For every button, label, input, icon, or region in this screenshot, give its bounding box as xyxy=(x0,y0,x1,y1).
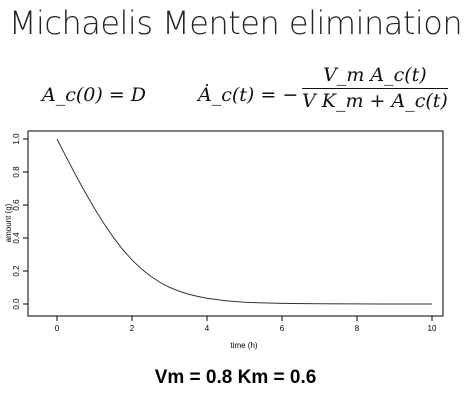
y-tick-label: 0.8 xyxy=(12,166,21,178)
y-axis: 0.0 0.2 0.4 0.6 0.8 1.0 xyxy=(12,133,28,310)
plot-frame xyxy=(27,130,444,317)
x-tick-label: 2 xyxy=(130,324,135,333)
x-tick-label: 10 xyxy=(428,324,437,333)
initial-condition-equation: A_c(0) = D xyxy=(42,84,146,106)
rate-equation-fraction: V_m A_c(t) V K_m + A_c(t) xyxy=(302,64,448,112)
y-tick-label: 0.2 xyxy=(12,265,21,277)
parameter-caption: Vm = 0.8 Km = 0.6 xyxy=(154,367,317,388)
line-chart: 0.0 0.2 0.4 0.6 0.8 1.0 0 2 4 6 8 10 time (h) amou… xyxy=(4,130,444,350)
y-tick-label: 0.0 xyxy=(12,298,21,310)
rate-equation-lhs: Ȧ_c(t) = − xyxy=(198,84,299,106)
x-tick-label: 0 xyxy=(55,324,60,333)
initial-condition-text: A_c(0) = D xyxy=(42,84,147,106)
y-axis-label: amount (g) xyxy=(4,203,13,242)
x-axis-label: time (h) xyxy=(230,341,257,350)
rate-equation-numerator: V_m A_c(t) xyxy=(323,64,427,86)
series-line xyxy=(56,138,433,305)
x-tick-label: 4 xyxy=(205,324,210,333)
x-tick-label: 8 xyxy=(355,324,360,333)
y-tick-label: 0.4 xyxy=(12,232,21,244)
y-tick-label: 0.6 xyxy=(12,199,21,211)
y-tick-label: 1.0 xyxy=(12,133,21,145)
rate-equation-denominator: V K_m + A_c(t) xyxy=(302,90,448,112)
x-tick-label: 6 xyxy=(280,324,285,333)
chart-title: Michaelis Menten elimination xyxy=(8,4,463,42)
x-axis: 0 2 4 6 8 10 xyxy=(55,316,437,333)
fraction-bar xyxy=(302,88,448,89)
